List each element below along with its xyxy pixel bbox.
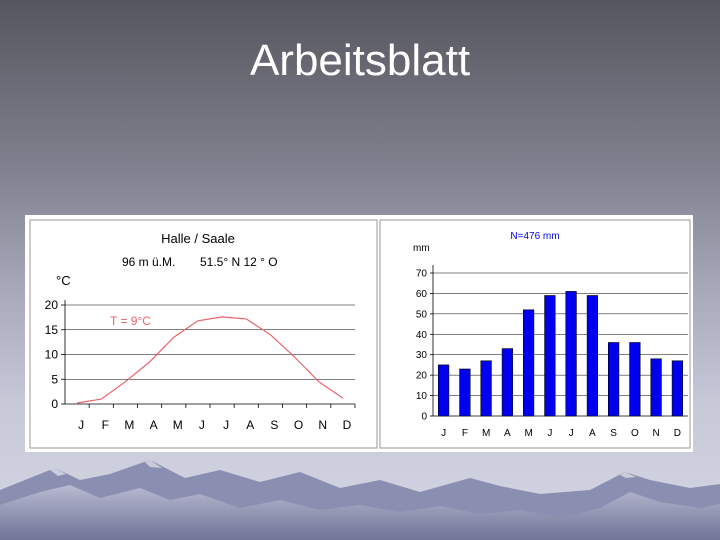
mountain-shape-front [0,485,720,540]
temperature-coordinates: 51.5° N 12 ° O [200,255,278,269]
precipitation-tick-label: 70 [416,269,428,280]
chart-panel: 0 5 10 15 20 J F M A M J J A S O N D Halle / Saale 96 m… [25,215,693,452]
precipitation-month-label: J [441,428,446,439]
temperature-month-label: A [246,418,254,432]
temperature-line [77,316,344,404]
temperature-month-label: A [150,418,158,432]
precipitation-month-label: M [482,428,490,439]
precipitation-tick-label: 40 [416,330,428,341]
precipitation-month-label: D [674,428,681,439]
temperature-month-label: M [124,418,134,432]
temperature-axis [64,300,356,408]
precipitation-bar [459,368,471,417]
precipitation-month-label: F [462,428,468,439]
precipitation-tick-label: 50 [416,309,428,320]
precipitation-axis [432,265,688,417]
temperature-tick-label: 0 [51,397,58,411]
precipitation-month-label: A [589,428,596,439]
temperature-month-label: N [318,418,327,432]
precipitation-bar [671,360,683,417]
temperature-tick-label: 10 [45,348,59,362]
temperature-month-label: O [294,418,303,432]
temperature-altitude: 96 m ü.M. [122,255,175,269]
temperature-tick-label: 5 [51,372,58,386]
precipitation-tick-label: 0 [421,412,427,423]
precipitation-month-label: J [547,428,552,439]
precipitation-month-label: J [569,428,574,439]
precipitation-bar [629,342,641,417]
temperature-plot-area [29,219,378,449]
precipitation-bar [522,309,535,417]
temperature-month-label: J [199,418,205,432]
precipitation-month-label: O [631,428,639,439]
precipitation-bars [437,291,683,417]
precipitation-month-label: N [653,428,660,439]
precipitation-tick-label: 30 [416,350,428,361]
precipitation-bar [501,348,514,417]
precipitation-total: N=476 mm [510,231,559,242]
temperature-title: Halle / Saale [161,231,235,246]
temperature-month-label: F [102,418,109,432]
temperature-month-label: M [173,418,183,432]
precipitation-tick-label: 20 [416,371,428,382]
temperature-y-ticks: 0 5 10 15 20 [45,298,65,411]
precipitation-bar [544,295,556,417]
precipitation-tick-label: 10 [416,391,428,402]
precipitation-bar [586,295,598,417]
precipitation-bar [650,358,662,417]
precipitation-gridlines [433,272,688,396]
temperature-y-label: °C [56,273,71,288]
temperature-month-label: D [343,418,352,432]
precipitation-tick-label: 60 [416,289,428,300]
climate-chart: 0 5 10 15 20 J F M A M J J A S O N D Halle / Saale 96 m… [29,219,691,449]
precipitation-bar [437,364,450,417]
temperature-month-label: J [223,418,229,432]
temperature-month-label: J [78,418,84,432]
temperature-tick-label: 15 [45,323,59,337]
mountain-range-decoration [0,460,720,540]
temperature-month-label: S [270,418,278,432]
precipitation-bar [480,360,492,417]
precipitation-month-label: A [504,428,511,439]
precipitation-y-ticks: 0 10 20 30 40 50 60 70 [416,269,433,423]
precipitation-month-label: S [610,428,617,439]
precipitation-bar [565,291,577,417]
precipitation-month-label: M [524,428,532,439]
slide-title: Arbeitsblatt [249,36,471,85]
precipitation-bar [607,342,620,417]
temperature-annotation: T = 9°C [110,314,151,328]
temperature-gridlines [65,304,355,380]
precipitation-y-label: mm [413,243,430,254]
temperature-tick-label: 20 [45,298,59,312]
